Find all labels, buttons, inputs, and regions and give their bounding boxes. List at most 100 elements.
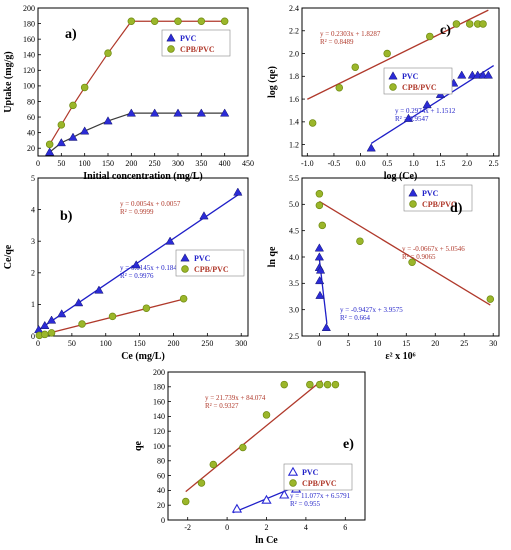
x-tick-label: 6	[343, 523, 347, 532]
data-point	[74, 298, 84, 307]
data-point	[315, 201, 324, 210]
data-point	[80, 83, 89, 92]
data-point	[315, 275, 325, 285]
y-tick-label: 1.6	[289, 95, 299, 104]
data-point	[69, 101, 77, 110]
y-tick-label: 160	[153, 397, 165, 406]
data-point	[315, 265, 326, 274]
y-tick-label: 140	[153, 412, 165, 421]
data-point	[80, 126, 90, 135]
fit-equation: y = -0.9427x + 3.9575	[340, 306, 403, 314]
y-tick-label: 3	[31, 237, 35, 246]
data-point	[279, 489, 290, 499]
y-tick-label: 1.4	[289, 118, 299, 127]
legend-label: PVC	[402, 72, 419, 81]
y-tick-label: 3.5	[289, 279, 299, 288]
data-point	[78, 320, 86, 328]
x-tick-label: 450	[242, 159, 254, 168]
legend-marker	[388, 71, 398, 80]
data-point	[131, 260, 141, 269]
legend-marker	[408, 188, 418, 197]
data-point	[426, 32, 434, 41]
legend-label: CPB/PVC	[180, 45, 215, 54]
data-point	[56, 138, 66, 147]
legend-label: PVC	[422, 189, 439, 198]
x-tick-label: -2	[184, 523, 191, 532]
y-tick-label: 20	[157, 501, 165, 510]
x-tick-label: 0	[36, 159, 40, 168]
y-tick-label: 20	[27, 144, 35, 153]
data-point	[321, 322, 331, 331]
x-tick-label: 5	[346, 339, 350, 348]
data-point	[104, 49, 112, 57]
legend-label: CPB/PVC	[302, 479, 337, 488]
legend-marker	[181, 265, 189, 273]
series-line-pvc	[49, 112, 225, 153]
y-tick-label: 200	[153, 368, 165, 377]
data-point	[231, 503, 243, 513]
data-point	[486, 295, 495, 303]
data-point	[383, 49, 391, 58]
fit-equation: y = -0.0667x + 5.0546	[402, 245, 465, 253]
data-point	[331, 380, 340, 389]
x-tick-label: 100	[79, 159, 91, 168]
legend-marker	[167, 45, 175, 53]
fit-r-squared: R² = 0.9999	[120, 208, 154, 216]
data-point	[315, 190, 324, 198]
data-point	[150, 17, 159, 25]
y-tick-label: 1.8	[289, 72, 299, 81]
y-tick-label: 40	[27, 128, 35, 137]
plot-frame	[37, 7, 249, 157]
y-tick-label: 2.5	[289, 332, 299, 341]
x-tick-label: 0.0	[356, 159, 366, 168]
data-point	[308, 119, 317, 127]
y-tick-label: 0	[31, 332, 35, 341]
data-point	[108, 312, 117, 321]
fit-r-squared: R² = 0.8489	[320, 38, 354, 46]
y-tick-label: 3.0	[289, 305, 299, 314]
data-point	[94, 285, 104, 294]
data-point	[318, 221, 327, 230]
x-tick-label: 10	[373, 339, 381, 348]
y-tick-label: 180	[153, 383, 165, 392]
data-point	[457, 70, 467, 79]
y-tick-label: 160	[23, 35, 35, 44]
data-point	[315, 380, 324, 389]
x-tick-label: 300	[235, 339, 247, 348]
x-tick-label: 50	[68, 339, 76, 348]
data-point	[41, 330, 49, 339]
legend-label: CPB/PVC	[422, 200, 457, 209]
legend-label: PVC	[180, 34, 197, 43]
data-point	[452, 20, 461, 28]
y-tick-label: 180	[23, 19, 35, 28]
x-tick-label: 25	[460, 339, 468, 348]
y-tick-label: 140	[23, 51, 35, 60]
data-point	[173, 108, 183, 117]
data-point	[46, 315, 57, 324]
data-point	[197, 479, 206, 487]
x-tick-label: 30	[489, 339, 497, 348]
fit-equation: y = 0.2303x + 1.8287	[320, 30, 381, 38]
data-point	[306, 380, 314, 389]
data-point	[220, 108, 230, 117]
x-tick-label: 0	[36, 339, 40, 348]
x-tick-label: 1.0	[409, 159, 419, 168]
y-tick-label: 100	[153, 442, 165, 451]
fit-r-squared: R² = 0.955	[290, 500, 320, 508]
panel-label: a)	[65, 27, 77, 42]
data-point	[57, 121, 66, 129]
y-tick-label: 60	[157, 471, 165, 480]
y-axis-label: log (qe)	[267, 66, 278, 98]
plot-frame	[37, 177, 249, 337]
x-tick-label: 4	[304, 523, 308, 532]
data-point	[239, 443, 247, 452]
y-tick-label: 2.0	[289, 49, 299, 58]
x-tick-label: 15	[402, 339, 410, 348]
x-axis-label: ε² x 10⁶	[385, 351, 415, 362]
data-point	[280, 380, 288, 389]
data-point	[126, 108, 136, 117]
x-tick-label: 50	[57, 159, 65, 168]
y-axis-label: qe	[133, 440, 144, 451]
